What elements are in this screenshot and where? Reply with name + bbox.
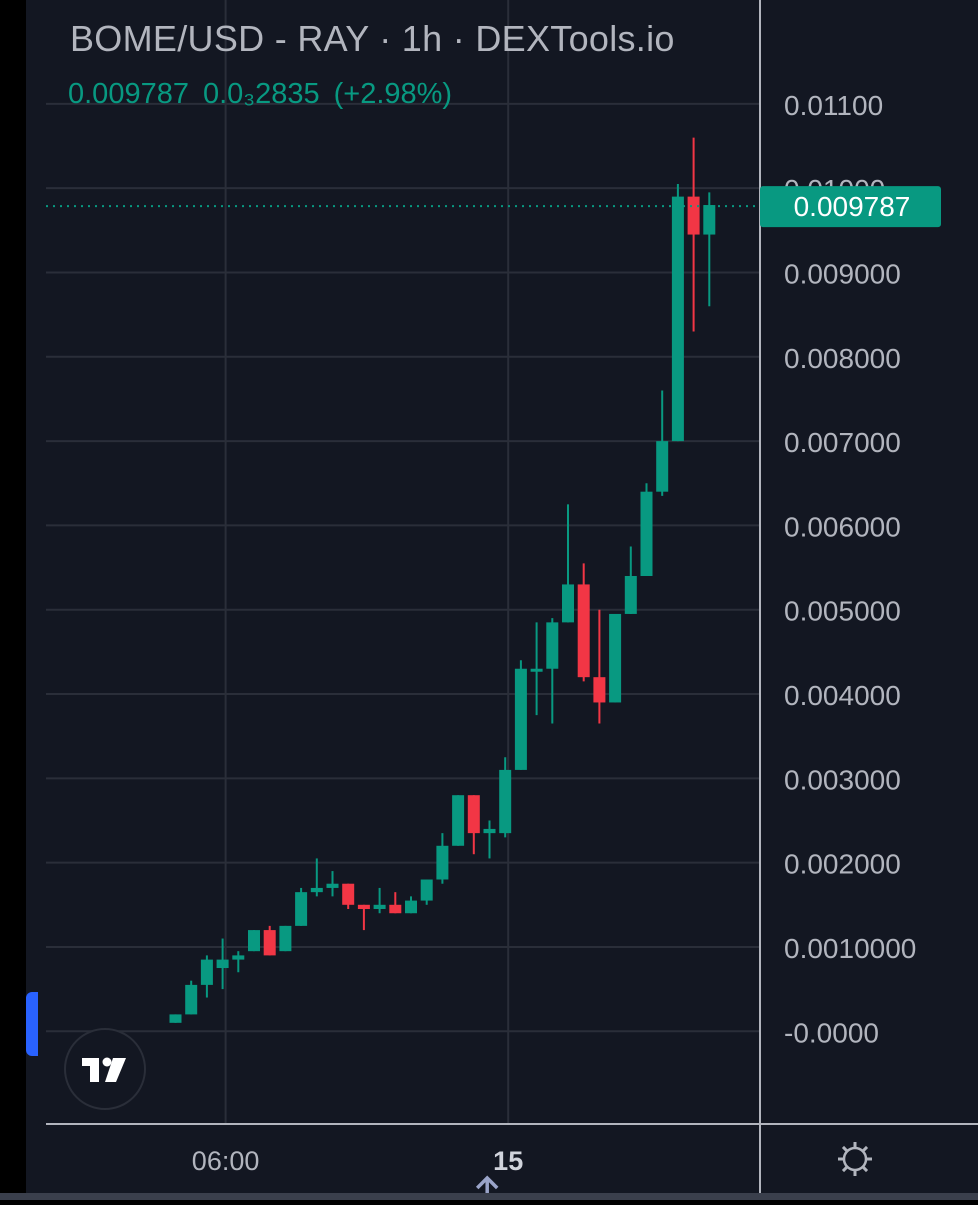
y-tick-label: 0.003000 — [784, 764, 901, 795]
candle-up — [310, 887, 323, 893]
last-price-label: 0.009787 — [794, 191, 911, 222]
gear-icon[interactable] — [838, 1142, 872, 1176]
candle-down — [389, 904, 402, 914]
candle-up — [671, 196, 684, 442]
candle-up — [640, 491, 653, 576]
candle-up — [514, 668, 527, 770]
y-tick-label: 0.002000 — [784, 849, 901, 880]
candle-up — [216, 959, 229, 969]
candle-up — [499, 769, 512, 834]
candle-down — [467, 795, 480, 834]
candle-down — [263, 930, 276, 956]
candle-up — [703, 205, 716, 235]
candle-up — [169, 1014, 182, 1023]
candle-up — [452, 795, 465, 846]
y-tick-label: 0.005000 — [784, 596, 901, 627]
y-tick-label: 0.008000 — [784, 343, 901, 374]
last-price-badge — [760, 186, 941, 228]
candle-up — [546, 622, 559, 669]
bottom-edge — [0, 1193, 978, 1200]
candle-up — [200, 959, 213, 985]
candle-up — [420, 879, 433, 901]
y-tick-label: -0.0000 — [784, 1017, 879, 1048]
candle-up — [656, 441, 669, 492]
y-tick-label: 0.01100 — [784, 90, 883, 121]
candle-up — [295, 892, 308, 926]
candle-down — [342, 883, 355, 905]
left-edge — [0, 0, 26, 1200]
price-change: 0.0₃2835 — [202, 78, 320, 110]
tradingview-logo-icon[interactable] — [64, 1028, 146, 1110]
side-panel-tab[interactable] — [26, 992, 38, 1056]
candle-up — [436, 845, 449, 880]
y-tick-label: 0.009000 — [784, 258, 901, 289]
candle-up — [624, 576, 637, 614]
y-tick-label: 0.0010000 — [784, 933, 916, 964]
current-price: 0.009787 — [68, 78, 189, 110]
candle-down — [687, 196, 700, 235]
chart-title: BOME/USD - RAY · 1h · DEXTools.io — [70, 18, 675, 59]
price-quote: 0.009787 0.0₃2835 (+2.98%) — [68, 78, 466, 111]
price-change-pct: (+2.98%) — [333, 78, 453, 110]
y-tick-label: 0.004000 — [784, 680, 901, 711]
candle-up — [232, 955, 245, 960]
candle-up — [562, 584, 574, 623]
x-tick-label: 06:00 — [192, 1146, 260, 1176]
candle-up — [405, 900, 417, 914]
candle-up — [279, 925, 292, 952]
candle-up — [326, 883, 339, 888]
candle-up — [483, 828, 496, 834]
candle-down — [593, 677, 606, 703]
y-tick-label: 0.007000 — [784, 427, 901, 458]
candle-up — [373, 904, 386, 910]
candle-up — [609, 613, 622, 703]
candle-down — [577, 584, 590, 678]
x-tick-label: 15 — [493, 1146, 523, 1176]
candle-down — [357, 904, 370, 910]
candle-up — [185, 984, 198, 1015]
candle-up — [530, 668, 543, 672]
candle-up — [248, 930, 260, 952]
y-tick-label: 0.006000 — [784, 511, 901, 542]
